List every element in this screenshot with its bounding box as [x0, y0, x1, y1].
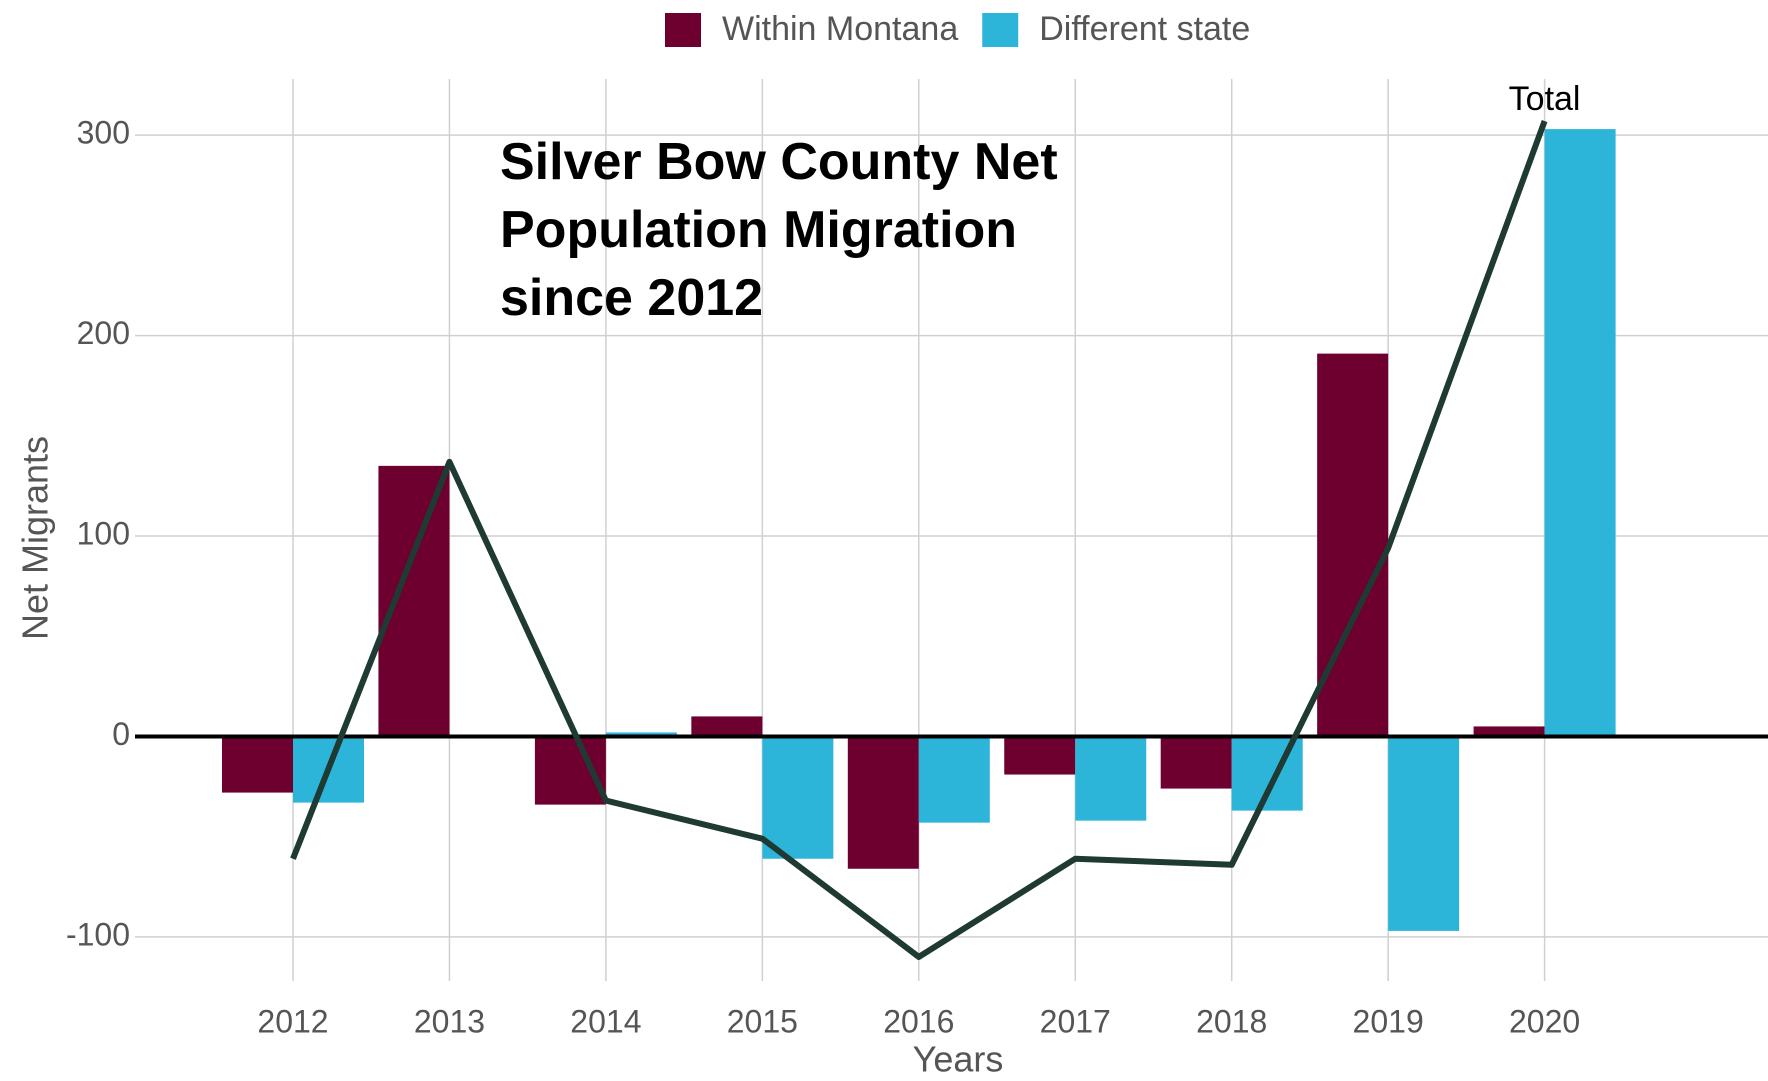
legend-swatch — [665, 13, 701, 47]
bar — [378, 465, 450, 737]
bar — [1160, 736, 1232, 789]
y-tick-label: 0 — [112, 716, 130, 752]
x-tick-label: 2017 — [1040, 1003, 1111, 1039]
bar — [1473, 726, 1545, 737]
chart-title: Silver Bow County Net Population Migrati… — [500, 133, 1058, 327]
x-tick-label: 2020 — [1509, 1003, 1580, 1039]
annotation: Total — [1509, 80, 1581, 118]
x-tick-label: 2016 — [883, 1003, 954, 1039]
bar — [691, 716, 763, 737]
bar — [222, 736, 293, 793]
bar — [847, 736, 919, 869]
bar — [1317, 353, 1389, 737]
total-line — [290, 120, 1548, 960]
bar — [1388, 736, 1460, 931]
legend-swatch — [982, 13, 1019, 47]
x-tick-label: 2014 — [570, 1003, 641, 1039]
bar — [1004, 736, 1076, 775]
x-tick-label: 2013 — [414, 1003, 485, 1039]
x-tick-label: 2019 — [1353, 1003, 1424, 1039]
x-tick-label: 2012 — [257, 1003, 328, 1039]
y-tick-label: 300 — [77, 115, 130, 151]
x-tick-label: 2018 — [1196, 1003, 1267, 1039]
y-axis-label: Net Migrants — [15, 436, 56, 640]
bar — [605, 732, 677, 737]
y-tick-label: 200 — [77, 315, 130, 351]
legend-label: Within Montana — [722, 10, 958, 48]
bar — [1075, 736, 1147, 821]
x-axis-label: Years — [913, 1039, 1004, 1080]
bar — [918, 736, 990, 823]
y-tick-label: 100 — [77, 515, 130, 551]
bar — [762, 736, 834, 859]
x-tick-label: 2015 — [727, 1003, 798, 1039]
legend-label: Different state — [1039, 10, 1250, 48]
y-tick-label: -100 — [66, 916, 130, 952]
bar — [1544, 129, 1616, 737]
